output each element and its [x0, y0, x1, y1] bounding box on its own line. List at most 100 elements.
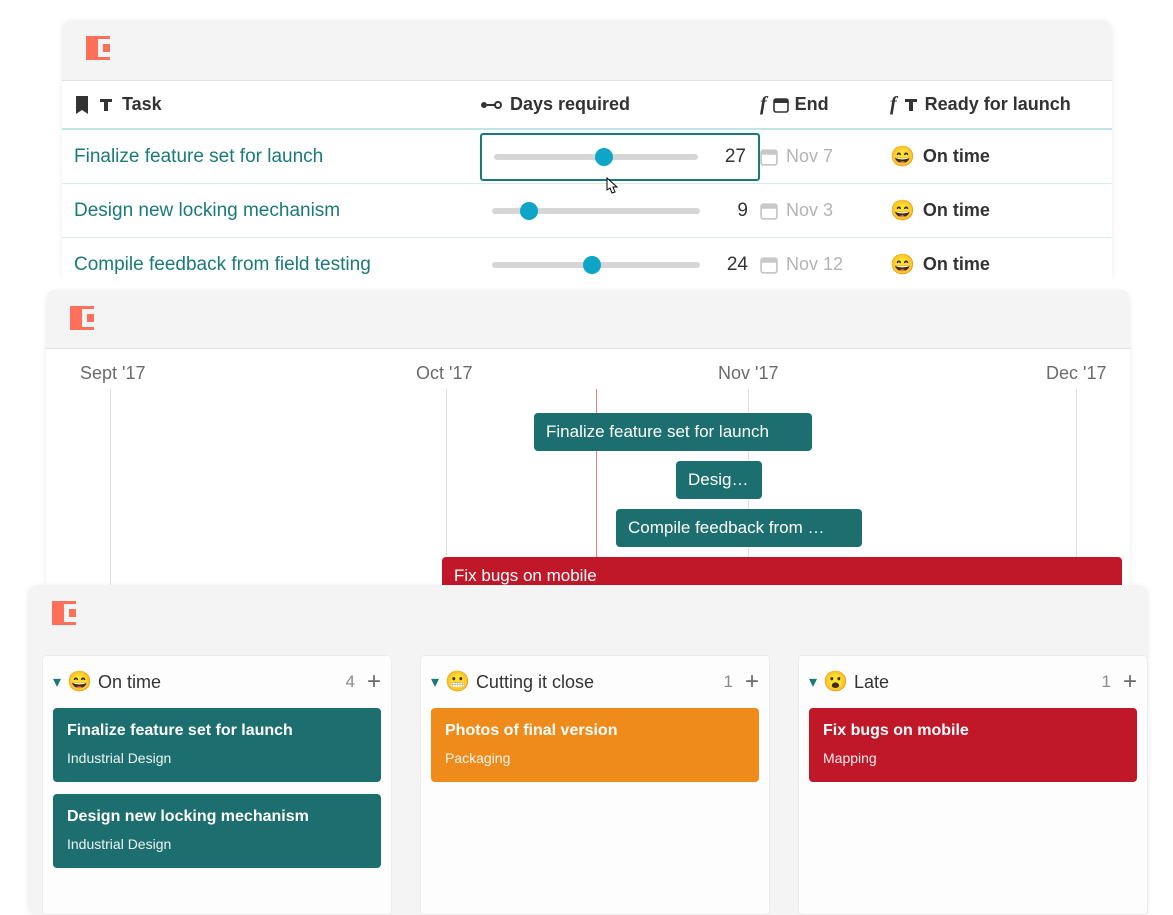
kanban-card-subtitle: Industrial Design — [67, 750, 367, 766]
brand-logo-icon — [50, 599, 78, 627]
timeline-view-card: Sept '17 Oct '17 Nov '17 Dec '17 Finalize fe… — [46, 290, 1130, 590]
kanban-columns: ▾ 😄 On time 4 + Finalize feature set for laun… — [42, 655, 1148, 915]
kanban-card-subtitle: Mapping — [823, 750, 1123, 766]
column-header-end[interactable]: f End — [760, 93, 890, 116]
status-text: On time — [923, 254, 990, 275]
column-title: Cutting it close — [476, 672, 594, 693]
timeline-month-label: Sept '17 — [80, 363, 146, 384]
text-type-icon — [903, 97, 919, 113]
end-date-value: Nov 3 — [786, 200, 833, 221]
timeline-bar[interactable]: Finalize feature set for launch — [534, 413, 812, 451]
status-cell: 😄 On time — [890, 146, 1112, 167]
timeline-bar[interactable]: Compile feedback from … — [616, 509, 862, 547]
add-card-button[interactable]: + — [367, 668, 381, 696]
kanban-card[interactable]: Photos of final version Packaging — [431, 708, 759, 782]
kanban-card-title: Design new locking mechanism — [67, 808, 367, 826]
column-count: 1 — [1102, 672, 1111, 692]
column-header-label: Days required — [510, 94, 630, 115]
chevron-down-icon[interactable]: ▾ — [53, 672, 61, 692]
status-text: On time — [923, 200, 990, 221]
table-header-row: Task Days required f End f Ready for lau… — [62, 80, 1112, 130]
table-row[interactable]: Compile feedback from field testing24Nov… — [62, 238, 1112, 292]
status-cell: 😄 On time — [890, 200, 1112, 221]
status-emoji-icon: 😄 — [890, 201, 915, 221]
timeline-month-label: Nov '17 — [718, 363, 778, 384]
days-slider[interactable]: 24 — [480, 254, 760, 276]
kanban-card-title: Finalize feature set for launch — [67, 722, 367, 740]
column-count: 4 — [346, 672, 355, 692]
slider-track[interactable] — [494, 154, 698, 160]
slider-thumb[interactable] — [595, 148, 613, 166]
kanban-card-title: Fix bugs on mobile — [823, 722, 1123, 740]
task-title[interactable]: Compile feedback from field testing — [62, 254, 480, 276]
status-text: On time — [923, 146, 990, 167]
days-slider[interactable]: 27 — [480, 133, 760, 181]
column-count: 1 — [724, 672, 733, 692]
slider-type-icon — [480, 100, 502, 110]
slider-track[interactable] — [492, 262, 700, 268]
column-header-task[interactable]: Task — [62, 94, 480, 115]
add-card-button[interactable]: + — [745, 668, 759, 696]
formula-icon: f — [760, 93, 767, 116]
column-header-label: Ready for launch — [925, 94, 1071, 115]
days-cell[interactable]: 27 — [480, 133, 760, 181]
end-date-cell: Nov 7 — [760, 146, 890, 167]
kanban-card-title: Photos of final version — [445, 722, 745, 740]
kanban-card-subtitle: Industrial Design — [67, 836, 367, 852]
timeline-month-label: Oct '17 — [416, 363, 472, 384]
slider-value: 24 — [714, 254, 748, 276]
timeline-month-label: Dec '17 — [1046, 363, 1106, 384]
slider-thumb[interactable] — [583, 256, 601, 274]
kanban-column-header[interactable]: ▾ 😄 On time 4 + — [53, 668, 381, 696]
column-emoji-icon: 😬 — [445, 672, 470, 692]
table-row[interactable]: Design new locking mechanism 9 Nov 3 😄 On ti… — [62, 184, 1112, 238]
timeline-area[interactable]: Sept '17 Oct '17 Nov '17 Dec '17 Finalize fe… — [46, 348, 1130, 590]
calendar-icon — [760, 256, 778, 274]
kanban-card[interactable]: Finalize feature set for launch Industria… — [53, 708, 381, 782]
slider-track[interactable] — [492, 208, 700, 214]
task-title[interactable]: Finalize feature set for launch — [62, 146, 480, 168]
chevron-down-icon[interactable]: ▾ — [431, 672, 439, 692]
column-title: On time — [98, 672, 161, 693]
calendar-icon — [760, 202, 778, 220]
text-type-icon — [98, 97, 114, 113]
brand-logo-icon — [84, 34, 112, 62]
column-header-ready[interactable]: f Ready for launch — [890, 93, 1112, 116]
kanban-column-header[interactable]: ▾ 😬 Cutting it close 1 + — [431, 668, 759, 696]
days-cell[interactable]: 24 — [480, 254, 760, 276]
table-row[interactable]: Finalize feature set for launch 27 Nov 7😄 O… — [62, 130, 1112, 184]
end-date-cell: Nov 3 — [760, 200, 890, 221]
kanban-column: ▾ 😬 Cutting it close 1 + Photos of final vers… — [420, 655, 770, 915]
kanban-card-subtitle: Packaging — [445, 750, 745, 766]
calendar-icon — [760, 148, 778, 166]
kanban-card[interactable]: Fix bugs on mobile Mapping — [809, 708, 1137, 782]
timeline-month-tick — [110, 389, 111, 590]
task-title[interactable]: Design new locking mechanism — [62, 200, 480, 222]
table-view-card: Task Days required f End f Ready for lau… — [62, 20, 1112, 282]
column-title: Late — [854, 672, 889, 693]
timeline-bar[interactable]: Desig… — [676, 461, 762, 499]
table-body: Finalize feature set for launch27Nov 7😄O… — [62, 130, 1112, 292]
kanban-view-card: ▾ 😄 On time 4 + Finalize feature set for laun… — [28, 585, 1148, 915]
slider-value: 27 — [712, 146, 746, 168]
chevron-down-icon[interactable]: ▾ — [809, 672, 817, 692]
kanban-card[interactable]: Design new locking mechanism Industrial D… — [53, 794, 381, 868]
kanban-column: ▾ 😮 Late 1 + Fix bugs on mobile Mapping — [798, 655, 1148, 915]
days-slider[interactable]: 9 — [480, 200, 760, 222]
column-emoji-icon: 😄 — [67, 672, 92, 692]
status-emoji-icon: 😄 — [890, 147, 915, 167]
bookmark-icon — [74, 96, 90, 114]
status-emoji-icon: 😄 — [890, 255, 915, 275]
status-cell: 😄 On time — [890, 254, 1112, 275]
slider-value: 9 — [714, 200, 748, 222]
slider-thumb[interactable] — [520, 202, 538, 220]
column-header-days[interactable]: Days required — [480, 94, 760, 115]
calendar-icon — [773, 97, 789, 113]
column-emoji-icon: 😮 — [823, 672, 848, 692]
kanban-column: ▾ 😄 On time 4 + Finalize feature set for laun… — [42, 655, 392, 915]
formula-icon: f — [890, 93, 897, 116]
add-card-button[interactable]: + — [1123, 668, 1137, 696]
brand-logo-icon — [68, 304, 96, 332]
kanban-column-header[interactable]: ▾ 😮 Late 1 + — [809, 668, 1137, 696]
days-cell[interactable]: 9 — [480, 200, 760, 222]
